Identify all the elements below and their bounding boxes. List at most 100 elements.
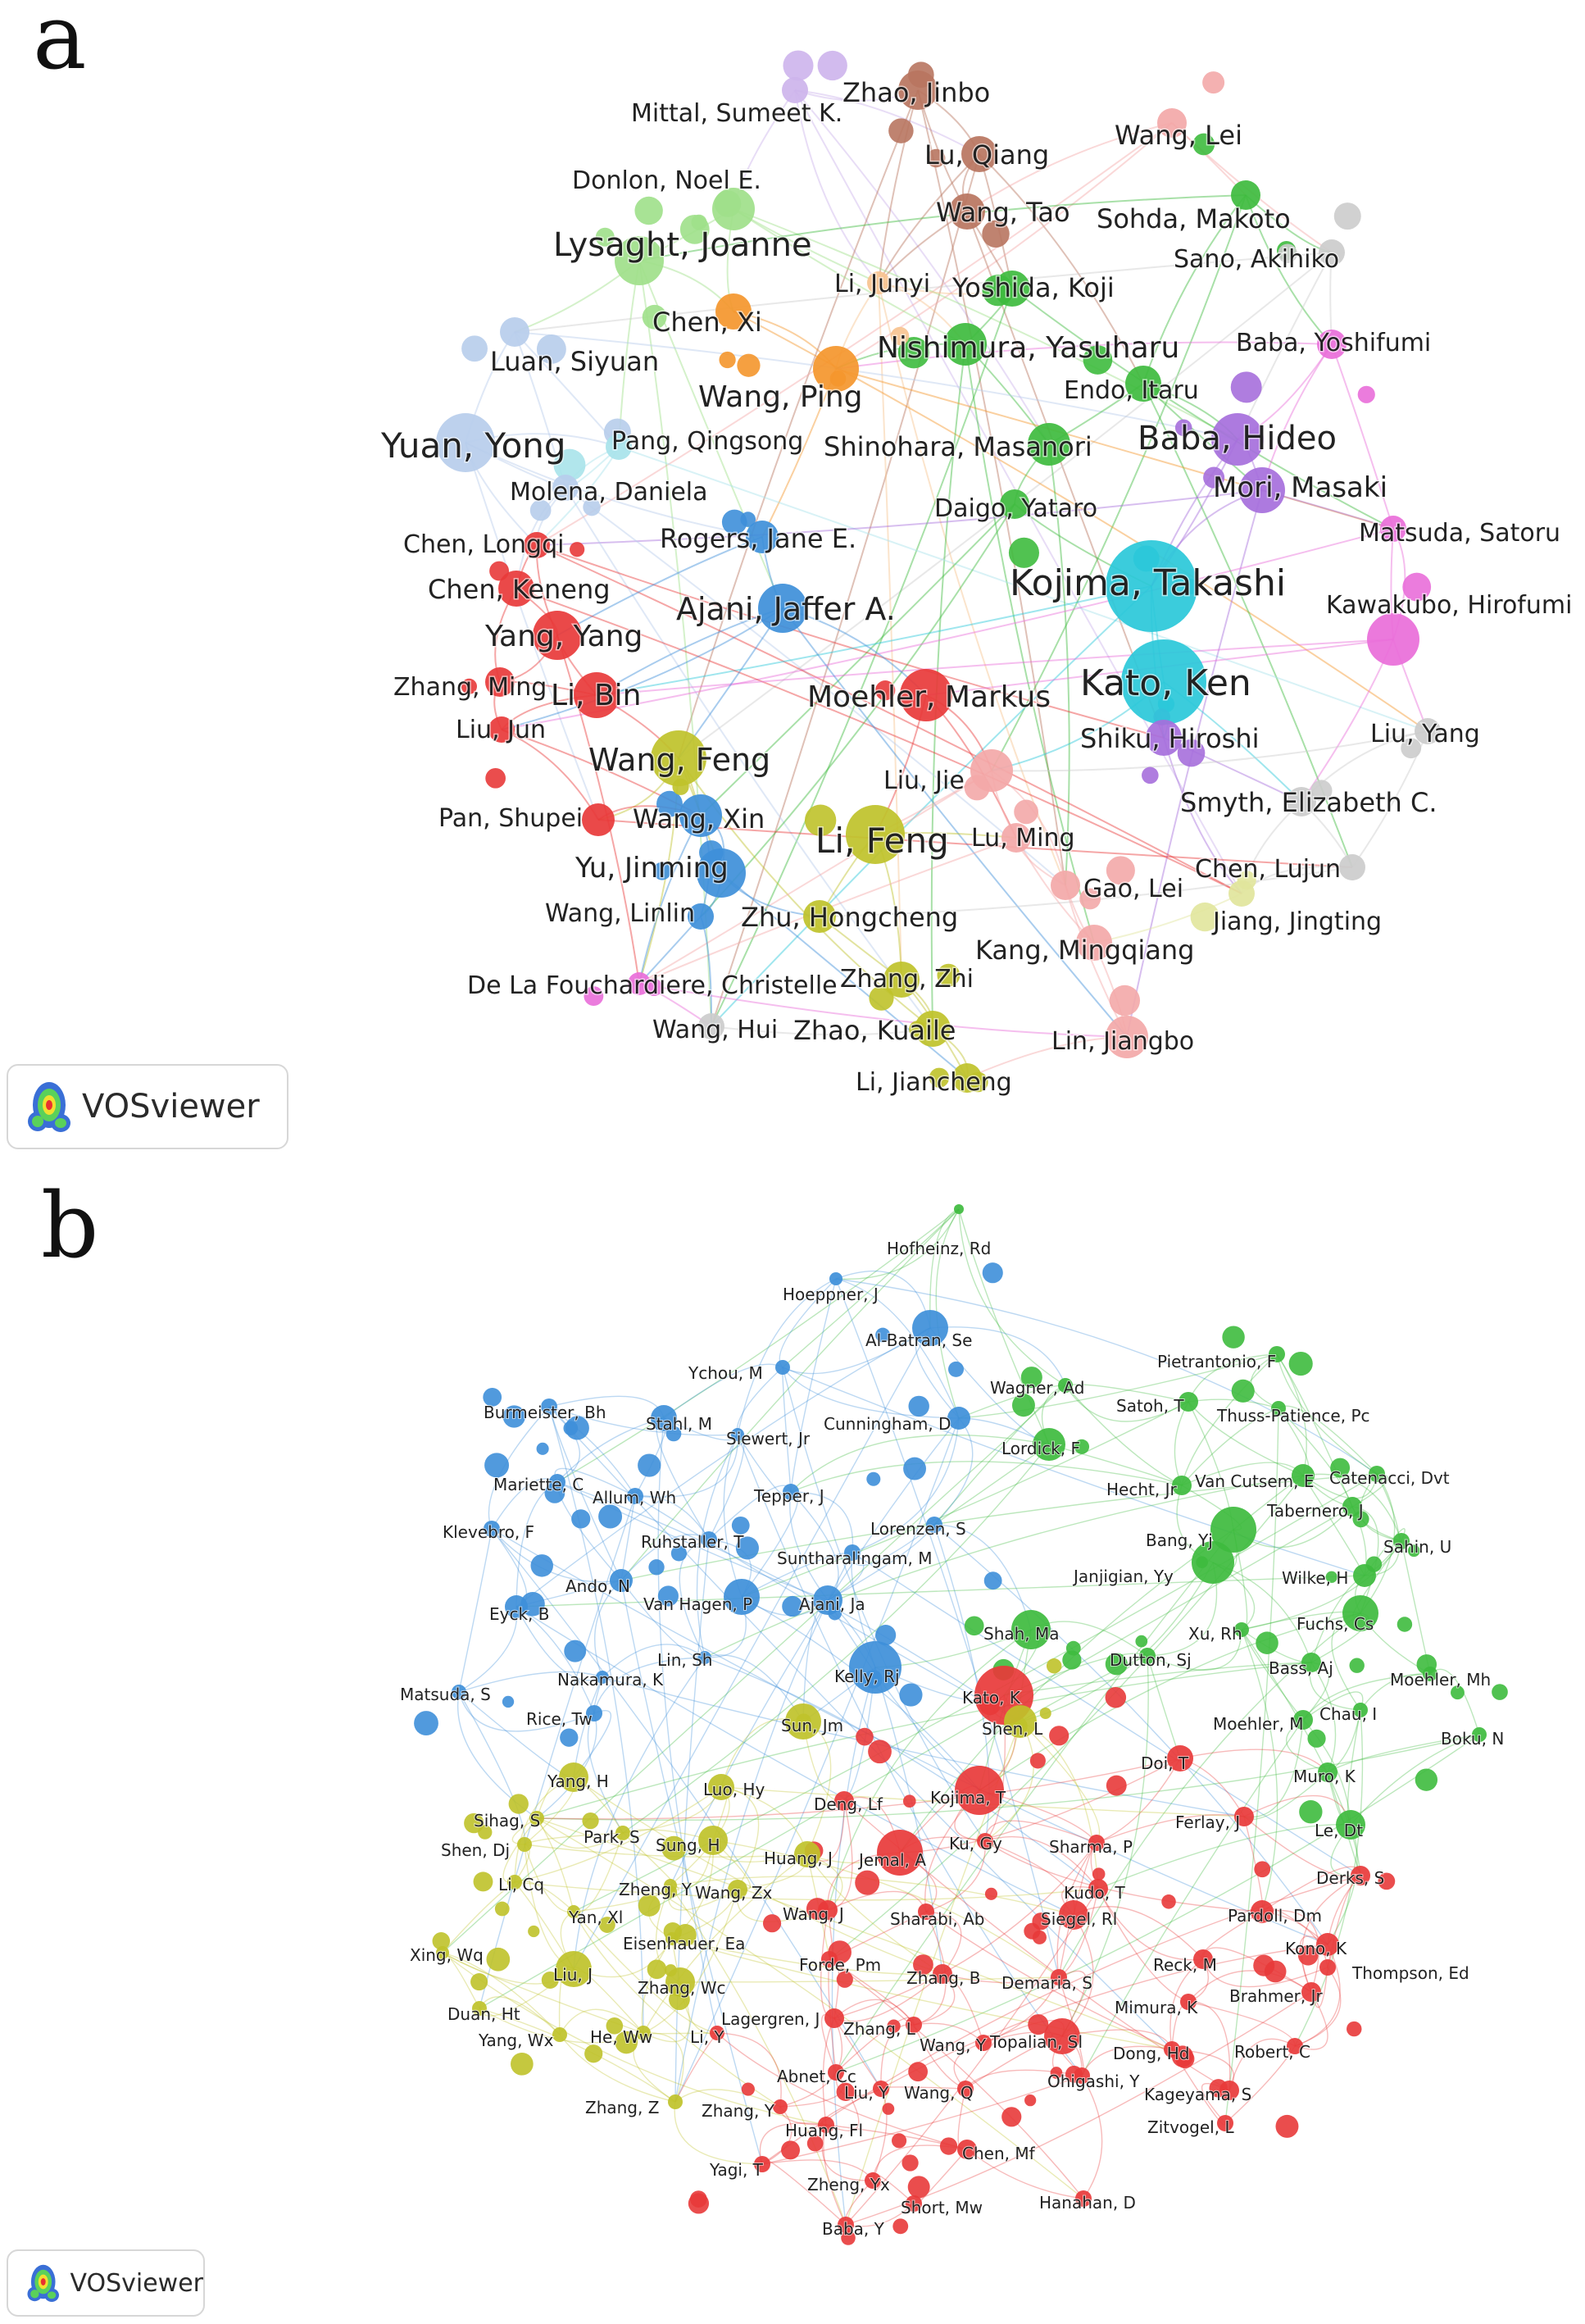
- node-allum-wh[interactable]: [627, 1488, 643, 1504]
- node-siegel-rl[interactable]: [1059, 1900, 1088, 1930]
- node-tabernero-j[interactable]: [1342, 1497, 1362, 1517]
- node-dutton-sj[interactable]: [1139, 1648, 1156, 1664]
- node-demaria-s[interactable]: [1051, 1969, 1067, 1985]
- node-topalian-sl[interactable]: [1044, 2018, 1080, 2054]
- node-nishimura-yasuharu[interactable]: [944, 323, 987, 366]
- node-kono-k[interactable]: [1316, 1933, 1339, 1956]
- node-muro-k[interactable]: [1318, 1762, 1337, 1782]
- node-de-la-fouchardiere-christelle[interactable]: [628, 972, 651, 995]
- node-xu-rh[interactable]: [1234, 1622, 1249, 1637]
- node-daigo-yataro[interactable]: [1000, 489, 1029, 519]
- node-zhang-b[interactable]: [933, 1964, 952, 1984]
- node-sung-h[interactable]: [698, 1826, 728, 1855]
- node-van-hagen-p[interactable]: [724, 1579, 760, 1615]
- node-kawakubo-hirofumi[interactable]: [1367, 613, 1419, 666]
- node-endo-itaru[interactable]: [1125, 366, 1161, 402]
- node-mariette-c[interactable]: [549, 1474, 565, 1490]
- node-liu-jun[interactable]: [488, 716, 515, 743]
- node-lysaght-joanne[interactable]: [615, 236, 664, 285]
- node-eisenhauer-ea[interactable]: [665, 1932, 679, 1945]
- node-zhu-hongcheng[interactable]: [803, 900, 836, 933]
- node-huang-fl[interactable]: [818, 2117, 834, 2133]
- node-reck-m[interactable]: [1193, 1949, 1213, 1969]
- node-zhang-zhi[interactable]: [883, 962, 920, 998]
- node-lu-qiang[interactable]: [961, 136, 997, 172]
- node-kojima-takashi[interactable]: [1106, 540, 1197, 632]
- node-klevebro-f[interactable]: [484, 1521, 500, 1537]
- node-cunningham-d[interactable]: [947, 1407, 970, 1430]
- node-smyth-elizabeth-c[interactable]: [1287, 787, 1316, 816]
- node-zhang-wc[interactable]: [665, 1967, 695, 1997]
- node-zitvogel-l[interactable]: [1217, 2115, 1233, 2131]
- node-chen-mf[interactable]: [957, 2140, 977, 2159]
- node-burmeister-bh[interactable]: [541, 1398, 557, 1415]
- node-chen-xi[interactable]: [715, 293, 752, 330]
- node-zhang-z[interactable]: [668, 2094, 683, 2109]
- node-zhao-jinbo[interactable]: [898, 70, 938, 110]
- node-bang-yj[interactable]: [1210, 1507, 1256, 1553]
- node-shiku-hiroshi[interactable]: [1146, 720, 1182, 756]
- node-yagi-t[interactable]: [754, 2156, 770, 2172]
- node-lin-jiangbo[interactable]: [1106, 1016, 1148, 1058]
- node-wang-xin[interactable]: [679, 794, 722, 837]
- node-pardoll-dm[interactable]: [1251, 1900, 1274, 1923]
- node-jemal-a[interactable]: [877, 1830, 923, 1876]
- node-wang-q[interactable]: [957, 2081, 974, 2097]
- node-forde-pm[interactable]: [821, 1951, 838, 1967]
- node-dong-hd[interactable]: [1164, 2041, 1180, 2058]
- node-shen-dj[interactable]: [517, 1837, 532, 1852]
- node-siewert-jr[interactable]: [731, 1428, 744, 1441]
- node-wang-y[interactable]: [975, 2035, 992, 2051]
- node-baba-y[interactable]: [838, 2217, 854, 2233]
- node-moehler-m[interactable]: [1293, 1710, 1313, 1730]
- node-wang-tao[interactable]: [949, 193, 985, 230]
- node-liu-y[interactable]: [873, 2081, 889, 2097]
- node-yang-wx[interactable]: [552, 2027, 567, 2042]
- node-pietrantonio-f[interactable]: [1269, 1346, 1285, 1362]
- node-lordick-f[interactable]: [1033, 1428, 1065, 1461]
- node-fuchs-cs[interactable]: [1342, 1595, 1378, 1631]
- node-ajani-jaffer-a[interactable]: [758, 584, 807, 633]
- node-wang-linlin[interactable]: [688, 903, 714, 930]
- node-shah-ma[interactable]: [1011, 1610, 1051, 1649]
- node-le-dt[interactable]: [1336, 1810, 1365, 1840]
- node-liu-jie[interactable]: [970, 749, 1013, 792]
- node-kelly-rj[interactable]: [849, 1641, 901, 1694]
- node-boku-n[interactable]: [1472, 1727, 1487, 1742]
- node-ajani-ja[interactable]: [813, 1585, 842, 1615]
- node-deng-lf[interactable]: [834, 1791, 854, 1811]
- node-ruhstaller-t[interactable]: [701, 1531, 717, 1548]
- node-rice-tw[interactable]: [586, 1705, 602, 1721]
- node-wang-zx[interactable]: [728, 1880, 747, 1899]
- node-baba-yoshifumi[interactable]: [1317, 330, 1347, 359]
- node-mimura-k[interactable]: [1180, 1994, 1197, 2010]
- node-wang-feng[interactable]: [651, 730, 706, 786]
- node-xing-wq[interactable]: [436, 1946, 449, 1959]
- node-sohda-makoto[interactable]: [1231, 180, 1260, 210]
- node-moehler-markus[interactable]: [900, 669, 952, 721]
- node-ferlay-j[interactable]: [1234, 1807, 1254, 1826]
- node-thompson-ed[interactable]: [1319, 1959, 1336, 1976]
- node-lorenzen-s[interactable]: [926, 1517, 942, 1533]
- node-short-mw[interactable]: [906, 2195, 922, 2212]
- node-yang-yang[interactable]: [533, 611, 582, 660]
- node-sharma-p[interactable]: [1088, 1835, 1105, 1851]
- node-zheng-y[interactable]: [664, 1879, 677, 1892]
- node-zhao-kuaile[interactable]: [915, 1011, 951, 1047]
- node-sharabi-ab[interactable]: [918, 1903, 934, 1920]
- node-hofheinz-rd[interactable]: [954, 1204, 964, 1214]
- node-lu-ming[interactable]: [1001, 823, 1031, 853]
- node-kato-ken[interactable]: [1121, 639, 1206, 725]
- node-li-bin[interactable]: [574, 672, 620, 718]
- node-jiang-jingting[interactable]: [1228, 880, 1255, 907]
- node-yang-h[interactable]: [559, 1762, 588, 1792]
- node-eyck-b[interactable]: [505, 1595, 528, 1618]
- node-duan-ht[interactable]: [472, 2001, 487, 2016]
- node-huang-j[interactable]: [794, 1841, 820, 1867]
- node-molena-daniela[interactable]: [552, 475, 579, 501]
- node-li-feng[interactable]: [846, 805, 905, 864]
- node-hoeppner-j[interactable]: [829, 1272, 842, 1285]
- node-pang-qingsong[interactable]: [606, 434, 632, 460]
- node-park-s[interactable]: [615, 1826, 630, 1840]
- node-pan-shupei[interactable]: [582, 803, 615, 836]
